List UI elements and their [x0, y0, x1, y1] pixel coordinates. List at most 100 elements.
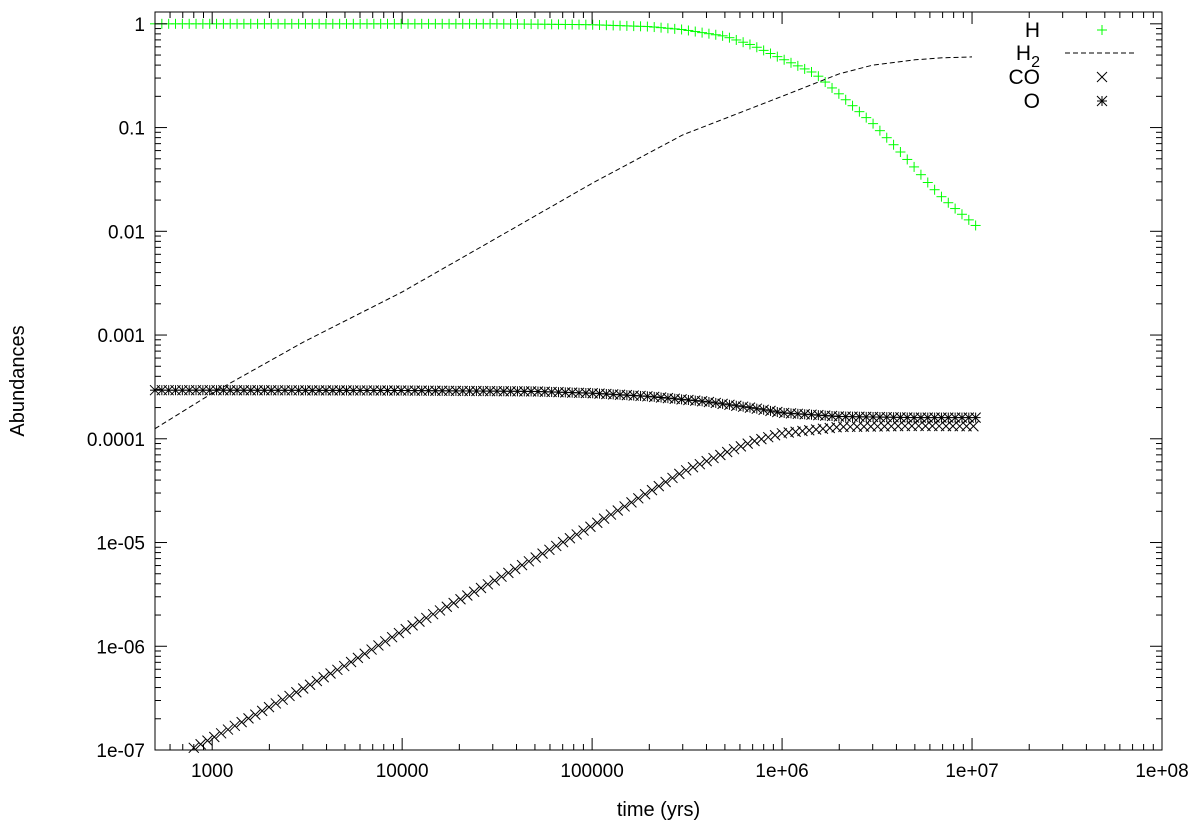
- marker-stroke: [605, 509, 617, 520]
- data-point: [751, 403, 763, 415]
- data-point: [400, 623, 412, 635]
- data-point: [956, 209, 967, 220]
- data-point: [737, 401, 749, 413]
- marker-stroke: [215, 727, 227, 739]
- data-point: [744, 402, 756, 413]
- marker-stroke: [639, 488, 651, 500]
- data-point: [765, 405, 776, 417]
- data-point: [256, 705, 268, 717]
- data-point: [434, 605, 446, 616]
- marker-stroke: [284, 690, 295, 702]
- data-point: [662, 23, 673, 34]
- marker-stroke: [304, 679, 316, 691]
- data-point: [936, 191, 947, 202]
- marker-stroke: [1096, 71, 1108, 83]
- y-tick-label: 0.1: [119, 119, 145, 140]
- data-point: [694, 458, 706, 470]
- data-point: [530, 552, 542, 563]
- marker-stroke: [489, 575, 501, 586]
- data-point: [676, 24, 687, 35]
- marker-stroke: [708, 452, 719, 464]
- marker-stroke: [400, 623, 412, 635]
- legend-label: H2: [1016, 42, 1040, 71]
- x-tick-label: 1e+07: [945, 761, 998, 782]
- data-point: [325, 668, 336, 679]
- data-point: [703, 396, 715, 408]
- legend-entry-o: O: [1024, 90, 1108, 113]
- marker-stroke: [744, 402, 756, 413]
- series-line-h2: [154, 56, 973, 430]
- data-point: [332, 664, 343, 676]
- legend-entry-co: CO: [1009, 66, 1108, 89]
- data-point: [687, 461, 699, 473]
- data-point: [475, 582, 487, 594]
- data-point: [619, 501, 630, 512]
- series-co: [188, 420, 979, 754]
- data-point: [756, 433, 767, 445]
- series-o: [149, 384, 981, 423]
- data-point: [943, 197, 954, 208]
- legend-label-text: CO: [1009, 66, 1041, 89]
- marker-stroke: [735, 441, 747, 452]
- series-h: [150, 18, 981, 231]
- data-point: [352, 652, 364, 664]
- data-point: [407, 620, 418, 631]
- data-point: [503, 567, 514, 579]
- data-point: [605, 509, 617, 520]
- x-tick-label: 10000: [376, 761, 429, 782]
- data-point: [598, 513, 610, 525]
- data-point: [626, 497, 637, 508]
- legend-label-text: O: [1024, 90, 1040, 113]
- marker-stroke: [762, 431, 774, 443]
- data-point: [496, 571, 507, 583]
- data-point: [840, 94, 851, 105]
- marker-stroke: [503, 567, 514, 579]
- data-point: [222, 724, 234, 735]
- data-point: [730, 400, 742, 412]
- marker-stroke: [703, 396, 715, 408]
- data-point: [338, 660, 350, 672]
- data-point: [721, 446, 733, 458]
- marker-stroke: [325, 668, 336, 679]
- data-point: [284, 690, 295, 702]
- data-point: [359, 648, 371, 660]
- marker-stroke: [730, 400, 742, 412]
- data-point: [717, 398, 728, 410]
- marker-stroke: [765, 405, 776, 417]
- data-point: [311, 675, 323, 687]
- legend-sample: [1096, 71, 1108, 83]
- marker-stroke: [667, 472, 678, 484]
- data-point: [680, 464, 692, 476]
- data-point: [785, 57, 796, 68]
- legend-label: CO: [1009, 66, 1041, 89]
- data-point: [708, 452, 719, 464]
- data-point: [929, 184, 940, 195]
- marker-stroke: [222, 724, 234, 735]
- marker-stroke: [803, 424, 815, 436]
- marker-stroke: [673, 468, 685, 480]
- data-point: [772, 51, 783, 62]
- marker-stroke: [701, 455, 713, 467]
- data-point: [762, 431, 774, 443]
- data-point: [660, 476, 671, 488]
- data-point: [895, 146, 906, 157]
- marker-stroke: [434, 605, 446, 616]
- data-point: [922, 177, 933, 188]
- data-point: [291, 686, 302, 698]
- marker-stroke: [386, 631, 398, 643]
- data-point: [950, 203, 961, 214]
- marker-stroke: [824, 422, 836, 434]
- marker-stroke: [646, 484, 658, 496]
- y-tick-label: 0.01: [108, 222, 145, 243]
- data-point: [468, 586, 480, 598]
- data-point: [714, 449, 726, 461]
- marker-stroke: [359, 648, 371, 660]
- y-tick-label: 1e-07: [96, 741, 145, 762]
- y-tick-label: 1: [134, 15, 145, 36]
- marker-stroke: [680, 464, 692, 476]
- data-point: [578, 525, 589, 536]
- marker-stroke: [564, 532, 576, 544]
- marker-stroke: [758, 404, 769, 416]
- legend-entry-h: H: [1025, 19, 1107, 42]
- data-point: [769, 429, 781, 441]
